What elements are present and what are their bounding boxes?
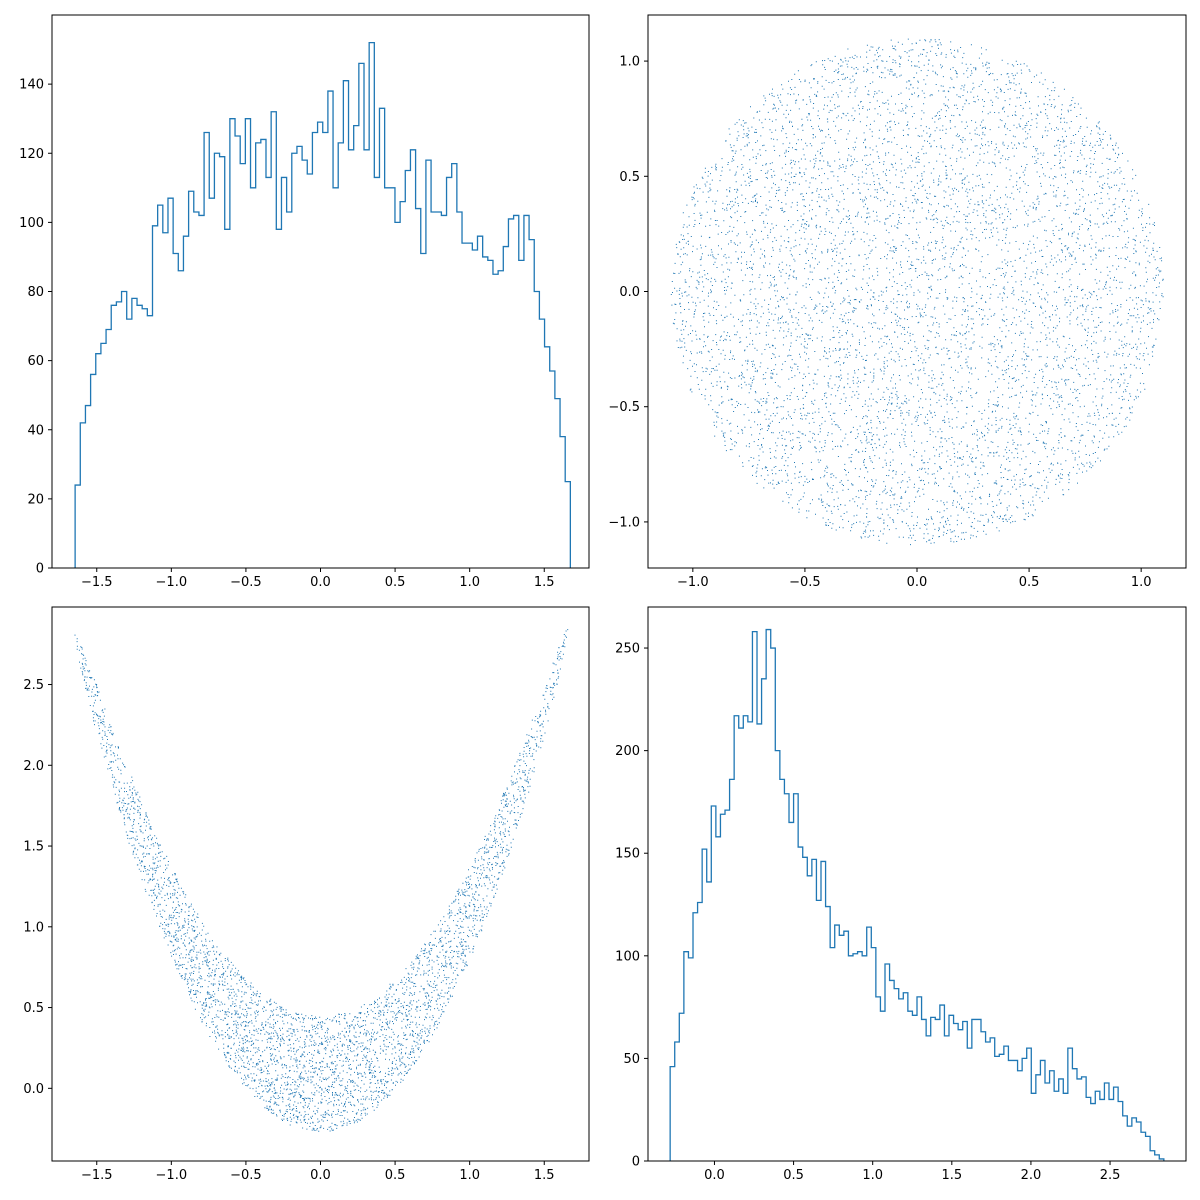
y-tick-label-5: 100 — [19, 216, 44, 231]
y-tick-label-4: 200 — [615, 744, 640, 759]
y-tick-label-5: 250 — [615, 642, 640, 657]
x-tick-label-2: 1.0 — [862, 1168, 883, 1183]
x-tick-label-5: 1.0 — [459, 1168, 480, 1183]
x-tick-label-3: 0.5 — [1019, 575, 1040, 590]
histogram-step-line — [74, 42, 571, 568]
axes-frame — [647, 606, 1187, 1162]
y-tick-label-0: 0 — [36, 562, 44, 577]
plot-area — [669, 628, 1165, 1161]
y-tick-label-4: 1.0 — [619, 55, 640, 70]
y-tick-label-1: 20 — [27, 492, 44, 507]
x-tick-label-2: −0.5 — [230, 575, 262, 590]
x-tick-label-6: 1.5 — [534, 575, 555, 590]
y-tick-label-4: 80 — [27, 285, 44, 300]
y-tick-label-6: 120 — [19, 147, 44, 162]
y-tick-label-3: 60 — [27, 354, 44, 369]
parabola-scatter-panel: −1.5 −1.0 −0.5 0.0 0.5 1.0 1.5 0.0 0.5 1.0 1.5 2.0 2… — [23, 606, 590, 1183]
y-tick-label-7: 140 — [19, 78, 44, 93]
y-tick-label-3: 150 — [615, 847, 640, 862]
histogram-x-panel: −1.5 −1.0 −0.5 0.0 0.5 1.0 1.5 0 20 40 60 80 100 120 1… — [19, 14, 590, 590]
y-tick-label-1: −0.5 — [608, 400, 640, 415]
histogram-step-line — [669, 628, 1165, 1161]
x-tick-label-3: 0.0 — [310, 1168, 331, 1183]
x-tick-label-1: −0.5 — [789, 575, 821, 590]
y-tick-label-4: 2.0 — [23, 759, 44, 774]
x-tick-label-2: 0.0 — [907, 575, 928, 590]
x-tick-label-3: 1.5 — [941, 1168, 962, 1183]
circle-scatter-panel: −1.0 −0.5 0.0 0.5 1.0 −1.0 −0.5 0.0 0.5 1.0 — [608, 14, 1187, 590]
y-tick-label-2: 40 — [27, 423, 44, 438]
x-tick-label-4: 1.0 — [1131, 575, 1152, 590]
x-tick-label-6: 1.5 — [534, 1168, 555, 1183]
x-tick-label-4: 0.5 — [385, 1168, 406, 1183]
x-tick-label-1: −1.0 — [156, 1168, 188, 1183]
x-tick-label-0: 0.0 — [704, 1168, 725, 1183]
x-tick-label-5: 1.0 — [459, 575, 480, 590]
axes-frame — [51, 14, 590, 569]
y-tick-label-3: 0.5 — [619, 170, 640, 185]
y-tick-label-5: 2.5 — [23, 678, 44, 693]
x-tick-label-4: 2.0 — [1021, 1168, 1042, 1183]
y-tick-label-0: 0 — [632, 1155, 640, 1170]
x-tick-label-0: −1.0 — [677, 575, 709, 590]
x-tick-label-5: 2.5 — [1100, 1168, 1121, 1183]
y-tick-label-2: 1.0 — [23, 920, 44, 935]
histogram-y-panel: 0.0 0.5 1.0 1.5 2.0 2.5 0 50 100 150 200 250 — [615, 606, 1187, 1183]
x-tick-label-3: 0.0 — [310, 575, 331, 590]
y-tick-label-0: −1.0 — [608, 515, 640, 530]
axes-frame — [647, 14, 1187, 569]
y-tick-label-1: 0.5 — [23, 1001, 44, 1016]
y-tick-label-0: 0.0 — [23, 1082, 44, 1097]
x-tick-label-4: 0.5 — [385, 575, 406, 590]
x-tick-label-0: −1.5 — [81, 575, 113, 590]
y-tick-label-2: 100 — [615, 949, 640, 964]
plot-area — [74, 42, 571, 568]
y-tick-label-2: 0.0 — [619, 285, 640, 300]
x-tick-label-1: −1.0 — [156, 575, 188, 590]
x-tick-label-2: −0.5 — [230, 1168, 262, 1183]
x-tick-label-1: 0.5 — [783, 1168, 804, 1183]
x-tick-label-0: −1.5 — [81, 1168, 113, 1183]
axes-frame — [51, 606, 590, 1162]
y-tick-label-3: 1.5 — [23, 840, 44, 855]
y-tick-label-1: 50 — [623, 1052, 640, 1067]
